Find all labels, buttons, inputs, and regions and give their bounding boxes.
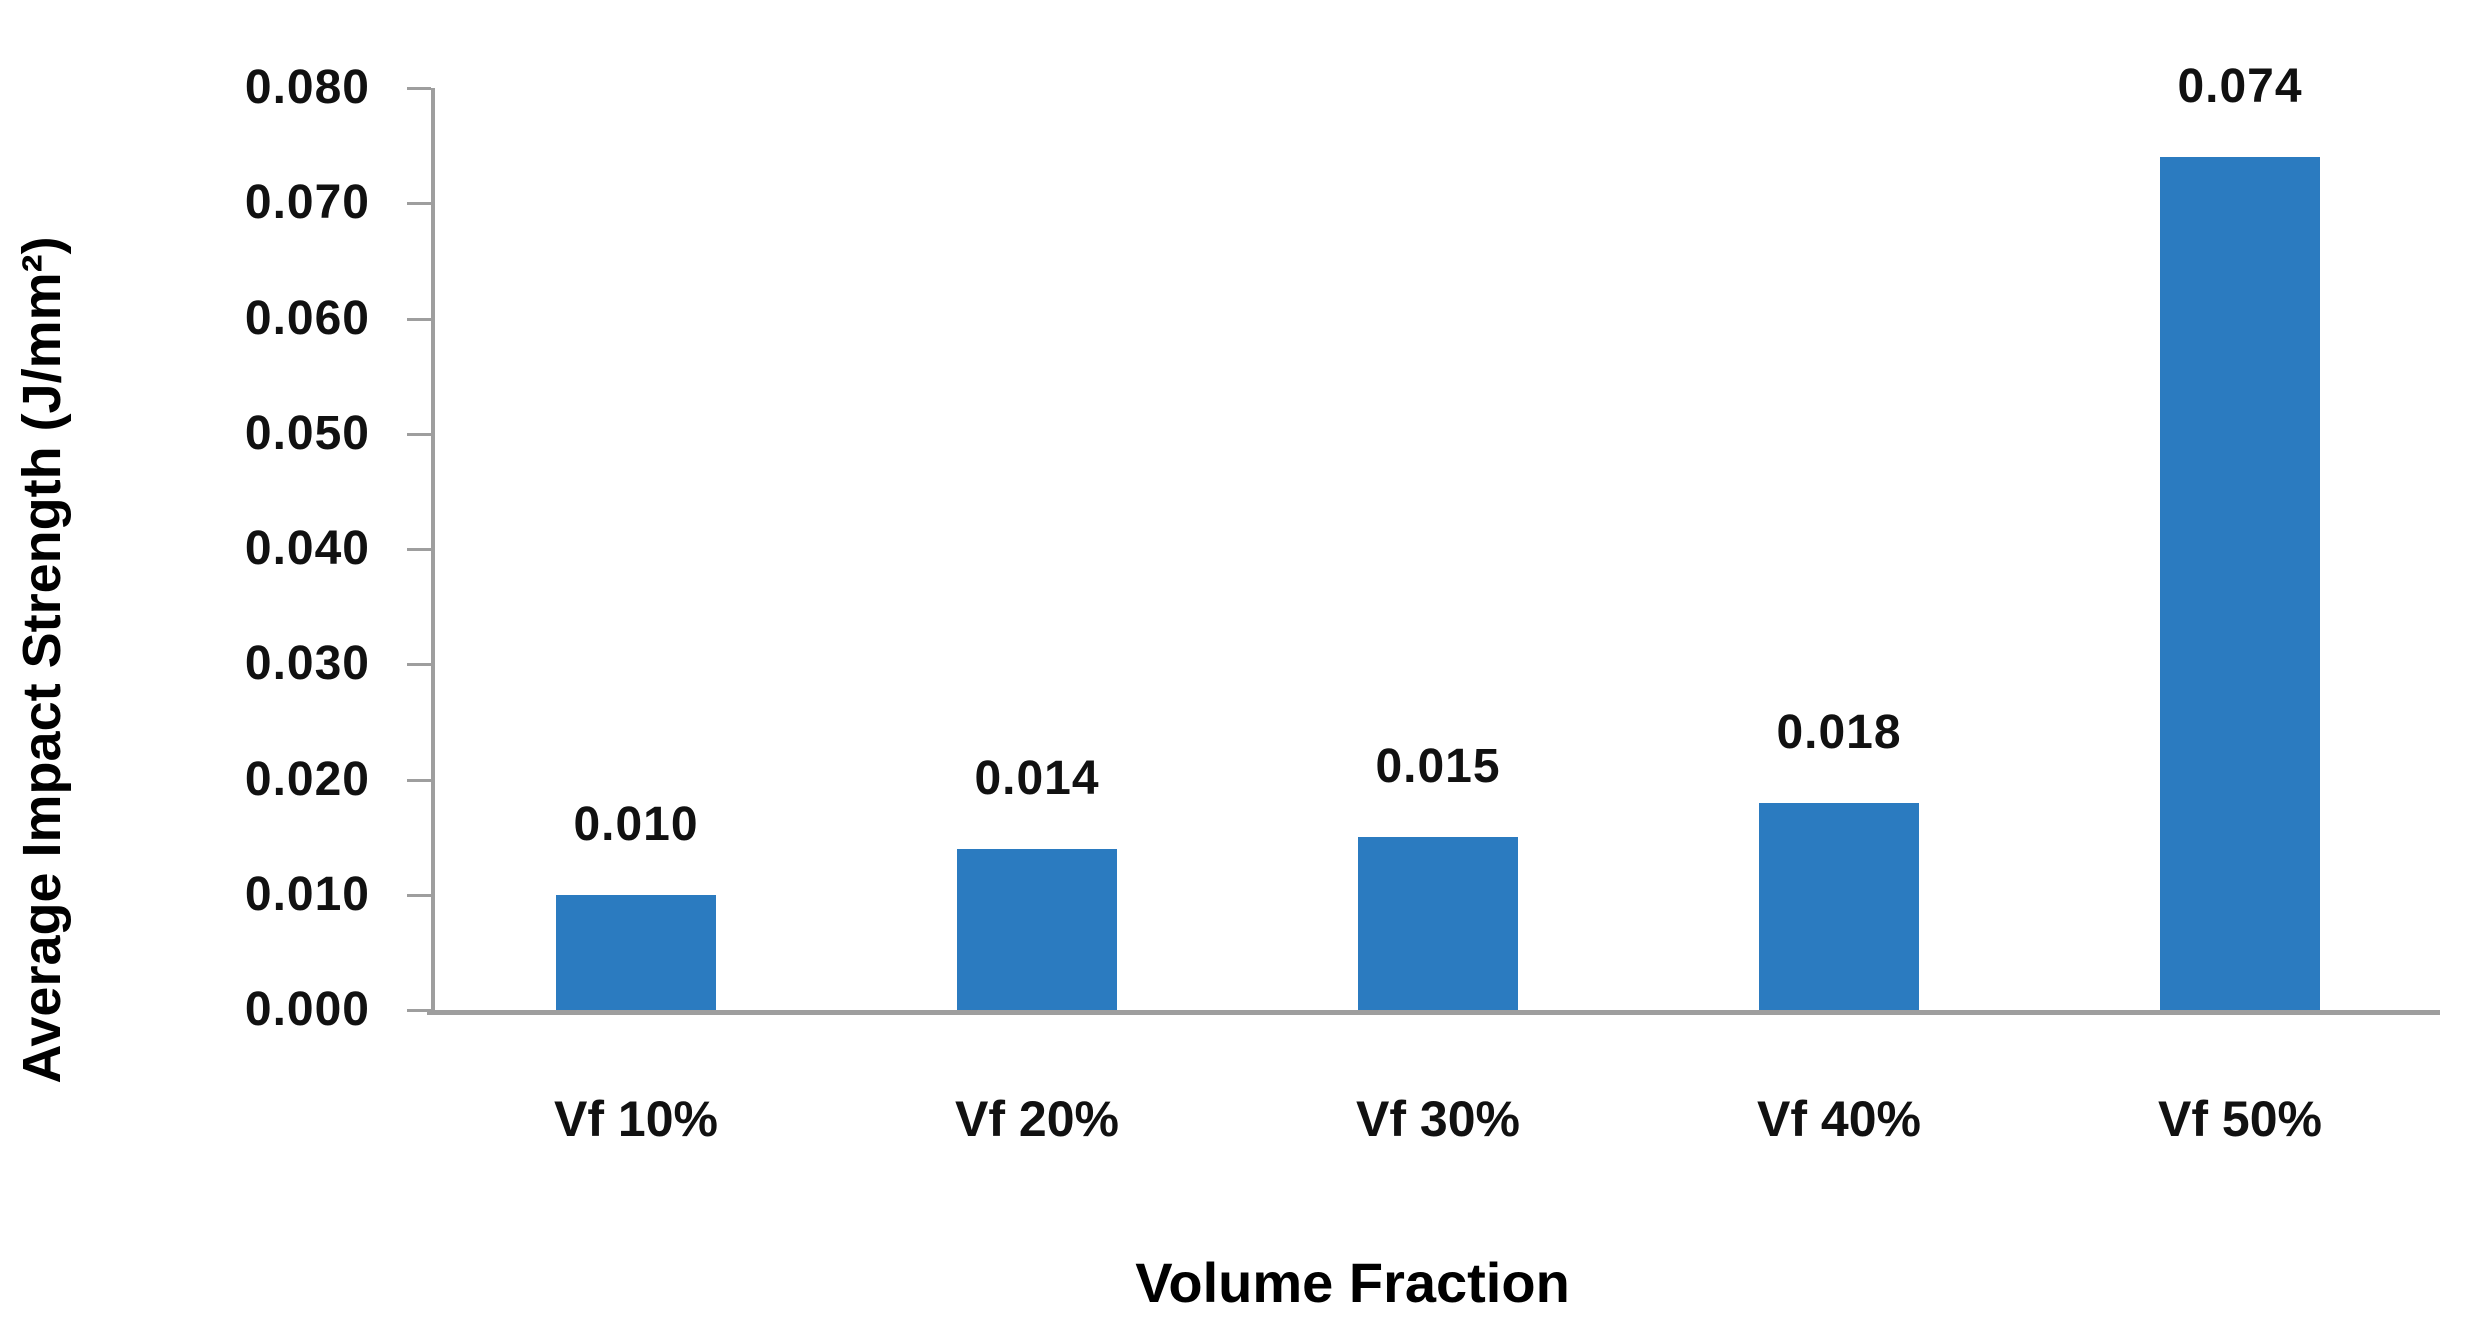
bar-value-label: 0.018 [1776, 706, 1902, 759]
x-tick-label: Vf 50% [2158, 1091, 2322, 1147]
y-axis-line [431, 88, 435, 1014]
x-tick-label: Vf 10% [554, 1091, 718, 1147]
y-tick-label: 0.070 [244, 176, 370, 230]
bar [1358, 837, 1518, 1010]
y-axis-title: Average Impact Strength (J/mm²) [12, 236, 72, 1084]
y-tick-mark [407, 317, 431, 321]
bar [556, 895, 716, 1010]
bar-value-label: 0.074 [2177, 60, 2303, 113]
y-tick-mark [407, 893, 431, 897]
bar [957, 849, 1117, 1010]
bar-value-label: 0.015 [1375, 740, 1501, 793]
y-tick-label: 0.080 [244, 61, 370, 114]
bar [2160, 157, 2320, 1010]
y-tick-mark [407, 87, 431, 90]
y-tick-label: 0.050 [244, 406, 370, 460]
x-tick-label: Vf 20% [955, 1091, 1119, 1147]
x-tick-label: Vf 40% [1757, 1091, 1921, 1147]
bar [1759, 803, 1919, 1010]
y-tick-mark [407, 778, 431, 782]
bar-value-label: 0.014 [974, 752, 1100, 805]
x-axis-line [427, 1010, 2440, 1015]
y-tick-label: 0.060 [244, 291, 370, 345]
y-tick-label: 0.040 [244, 522, 370, 575]
y-tick-label: 0.020 [244, 752, 370, 806]
y-tick-mark [407, 1009, 431, 1012]
y-tick-mark [407, 548, 431, 551]
bar-value-label: 0.010 [573, 798, 699, 851]
x-axis-title: Volume Fraction [1135, 1251, 1570, 1314]
y-tick-label: 0.010 [244, 867, 370, 921]
y-tick-mark [407, 432, 431, 436]
y-tick-label: 0.000 [244, 983, 370, 1036]
y-tick-mark [407, 663, 431, 667]
y-tick-label: 0.030 [244, 637, 370, 691]
x-tick-label: Vf 30% [1356, 1091, 1520, 1147]
y-tick-mark [407, 202, 431, 206]
